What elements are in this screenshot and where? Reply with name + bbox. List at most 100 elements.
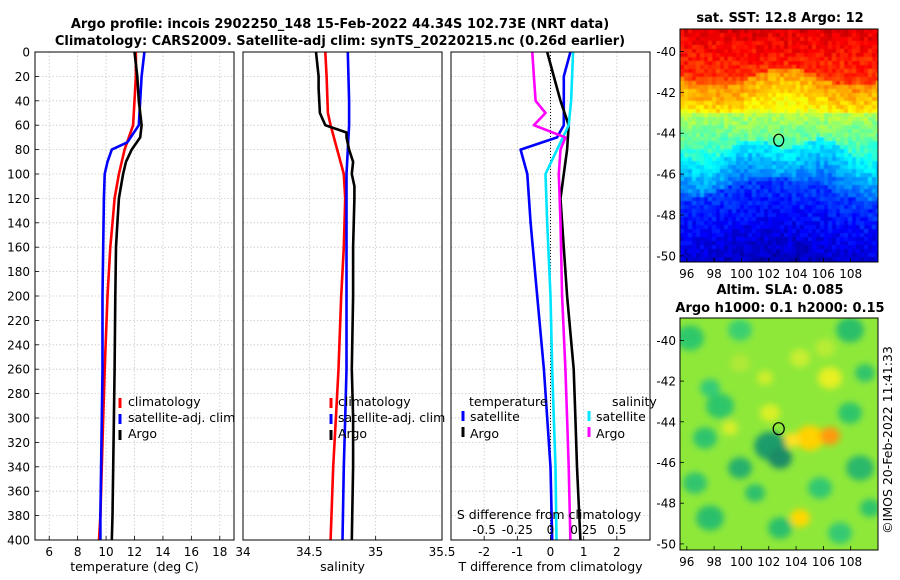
y-tick-label: 360 [7, 485, 30, 499]
x-axis-label: salinity [320, 559, 365, 574]
plot-frame [34, 51, 235, 541]
y-tick-label: -40 [656, 45, 676, 59]
x-tick-label: 102 [757, 267, 780, 281]
y-tick-label: 260 [7, 363, 30, 377]
secondary-tick-label: -0.25 [502, 523, 533, 537]
y-tick-label: 320 [7, 436, 30, 450]
legend-label-climatology: climatology [338, 394, 411, 409]
x-tick-label: 34.5 [296, 545, 323, 559]
y-tick-label: -42 [656, 375, 676, 389]
series-line-argo [314, 51, 356, 541]
y-tick-label: 140 [7, 216, 30, 230]
x-tick-label: 35.5 [429, 545, 456, 559]
x-tick-label: 108 [839, 267, 862, 281]
y-tick-label: -42 [656, 86, 676, 100]
legend-label-t-satellite: satellite [470, 409, 520, 424]
sst-map-title: sat. SST: 12.8 Argo: 12 [696, 11, 863, 26]
sla-map-image [680, 318, 878, 550]
x-tick-label: 8 [74, 545, 82, 559]
s-difference-axis-label: S difference from climatology [457, 507, 642, 522]
plot-frame [242, 51, 443, 541]
legend-label-s-argo: Argo [596, 426, 625, 441]
x-tick-label: -1 [511, 545, 523, 559]
x-tick-label: 14 [155, 545, 170, 559]
y-tick-label: -40 [656, 334, 676, 348]
x-tick-label: 10 [98, 545, 113, 559]
secondary-tick-label: 0.25 [570, 523, 597, 537]
series-line-s-argo [531, 51, 572, 541]
y-tick-label: 340 [7, 460, 30, 474]
sla-map-frame [679, 317, 879, 551]
legend-label-satellite: satellite-adj. clim [338, 410, 445, 425]
x-tick-label: 6 [45, 545, 53, 559]
sla-map-title-line-1: Altim. SLA: 0.085 [717, 283, 844, 298]
temperature-panel: 6 8 10 12 14 16 180204060801001201401601802002… [7, 46, 235, 574]
sst-map-ticks: 96 98 100 102 104 106 108 -40 -42 -44 -46 -48 -50 [656, 45, 862, 281]
x-tick-label: 104 [785, 267, 808, 281]
x-tick-label: 108 [839, 555, 862, 569]
x-tick-label: 1 [580, 545, 588, 559]
y-tick-label: -46 [656, 456, 676, 470]
x-tick-label: 102 [757, 555, 780, 569]
y-tick-label: -50 [656, 249, 676, 263]
y-tick-label: 20 [15, 70, 30, 84]
series-line-argo [110, 51, 143, 541]
x-axis-label: temperature (deg C) [70, 559, 199, 574]
salinity-panel: 34 34.5 35 35.5 salinity [235, 51, 456, 574]
plot-frame [450, 51, 651, 541]
y-tick-label: 240 [7, 338, 30, 352]
secondary-tick-label: 0.5 [607, 523, 626, 537]
x-tick-label: 35 [368, 545, 383, 559]
x-tick-label: 18 [212, 545, 227, 559]
y-tick-label: 380 [7, 509, 30, 523]
legend-title-temperature: temperature [469, 394, 548, 409]
y-tick-label: 100 [7, 168, 30, 182]
x-tick-label: -2 [478, 545, 490, 559]
credit-text: ©IMOS 20-Feb-2022 11:41:33 [880, 346, 895, 534]
x-tick-label: 0 [547, 545, 555, 559]
secondary-tick-label: -0.5 [472, 523, 495, 537]
legend-label-satellite: satellite-adj. clim [128, 410, 235, 425]
y-tick-label: 40 [15, 94, 30, 108]
y-tick-label: 280 [7, 387, 30, 401]
x-tick-label: 106 [812, 267, 835, 281]
legend-label-s-satellite: satellite [596, 409, 646, 424]
x-tick-label: 100 [730, 555, 753, 569]
series-line-t-satellite [519, 51, 572, 541]
y-tick-label: -46 [656, 168, 676, 182]
x-tick-label: 16 [184, 545, 199, 559]
secondary-tick-label: 0 [547, 523, 555, 537]
x-tick-label: 12 [127, 545, 142, 559]
legend-label-argo: Argo [338, 426, 367, 441]
x-tick-label: 96 [679, 267, 694, 281]
legend-label-climatology: climatology [128, 394, 201, 409]
temperature-legend: climatology satellite-adj. clim Argo [118, 394, 235, 441]
y-tick-label: 180 [7, 265, 30, 279]
sla-map-title-line-2: Argo h1000: 0.1 h2000: 0.15 [675, 301, 884, 316]
x-tick-label: 98 [706, 555, 721, 569]
y-tick-label: -44 [656, 127, 676, 141]
y-tick-label: -48 [656, 497, 676, 511]
x-tick-label: 2 [613, 545, 621, 559]
legend-label-argo: Argo [128, 426, 157, 441]
series-line-s-satellite [544, 51, 575, 541]
salinity-legend: climatology satellite-adj. clim Argo [329, 394, 445, 441]
y-tick-label: 400 [7, 534, 30, 548]
x-axis-label: T difference from climatology [457, 559, 643, 574]
title-line-2: Climatology: CARS2009. Satellite-adj cli… [55, 34, 625, 49]
y-tick-label: 220 [7, 314, 30, 328]
sst-map-frame [679, 28, 879, 263]
series-line-satellite-adj-clim [341, 51, 351, 541]
x-tick-label: 96 [679, 555, 694, 569]
s-difference-ticks: -0.5 -0.25 0 0.25 0.5 [472, 523, 626, 537]
difference-legend: temperature salinity satellite Argo sate… [461, 394, 657, 441]
legend-label-t-argo: Argo [470, 426, 499, 441]
difference-panel: -2 -1 0 1 2T difference from climatology [450, 51, 651, 574]
y-tick-label: 0 [22, 46, 30, 60]
y-tick-label: -48 [656, 208, 676, 222]
y-tick-label: 60 [15, 119, 30, 133]
y-tick-label: 200 [7, 290, 30, 304]
y-tick-label: -44 [656, 415, 676, 429]
argo-location-marker [773, 133, 785, 147]
